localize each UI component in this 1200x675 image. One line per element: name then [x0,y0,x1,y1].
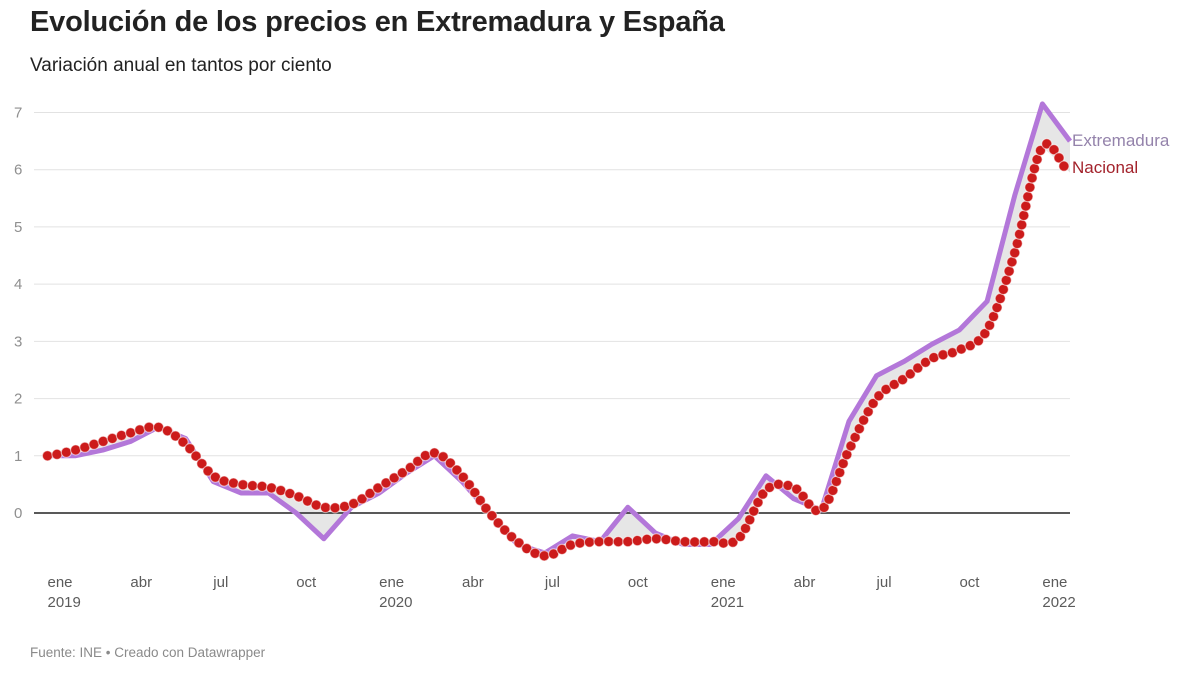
svg-text:7: 7 [14,105,22,122]
svg-text:Nacional: Nacional [1072,158,1138,177]
svg-text:ene: ene [711,574,736,591]
svg-text:2021: 2021 [711,594,744,611]
svg-text:jul: jul [212,574,228,591]
svg-text:jul: jul [544,574,560,591]
svg-text:oct: oct [628,574,649,591]
svg-text:0: 0 [14,505,22,522]
svg-text:ene: ene [1042,574,1067,591]
svg-text:2: 2 [14,391,22,408]
svg-text:2019: 2019 [48,594,81,611]
svg-text:oct: oct [959,574,980,591]
svg-text:5: 5 [14,219,22,236]
svg-text:Extremadura: Extremadura [1072,131,1170,150]
svg-text:ene: ene [379,574,404,591]
svg-text:jul: jul [876,574,892,591]
svg-text:4: 4 [14,276,22,293]
svg-text:1: 1 [14,448,22,465]
svg-text:oct: oct [296,574,317,591]
svg-text:abr: abr [130,574,152,591]
svg-text:ene: ene [48,574,73,591]
svg-text:abr: abr [794,574,816,591]
svg-text:2020: 2020 [379,594,412,611]
svg-text:2022: 2022 [1042,594,1075,611]
svg-text:abr: abr [462,574,484,591]
svg-text:3: 3 [14,333,22,350]
svg-text:6: 6 [14,162,22,179]
